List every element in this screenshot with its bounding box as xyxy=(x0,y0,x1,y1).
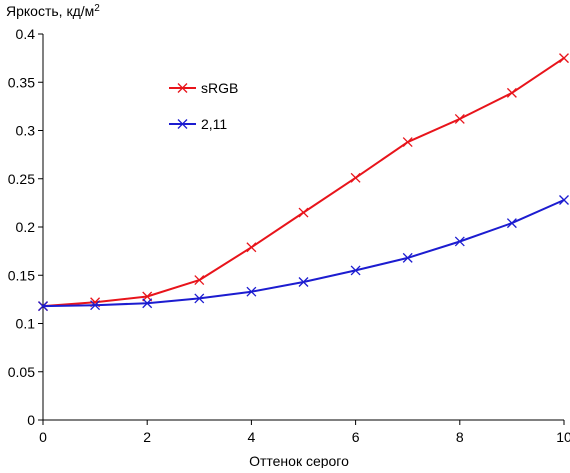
legend-item: sRGB xyxy=(169,80,238,96)
series-1-point xyxy=(454,113,465,124)
series-layer xyxy=(38,53,569,312)
y-tick-label: 0.3 xyxy=(16,123,36,139)
y-tick-label: 0.4 xyxy=(16,26,36,42)
series-2-point xyxy=(246,286,257,297)
y-tick-label: 0 xyxy=(27,412,35,428)
x-tick-label: 10 xyxy=(556,429,570,445)
series-2-point xyxy=(142,298,153,309)
series-1-point xyxy=(246,242,257,253)
x-tick-label: 0 xyxy=(39,429,47,445)
axes: 0 0.05 0.1 0.15 0.2 0.25 0.3 0.35 0.4 0 2 4 6 8 10 xyxy=(8,26,570,445)
legend-label: 2,11 xyxy=(201,116,227,132)
series-1-line xyxy=(42,57,565,308)
series-1-point xyxy=(350,172,361,183)
series-2-point xyxy=(38,301,48,312)
legend-label: sRGB xyxy=(201,80,238,96)
y-tick-label: 0.15 xyxy=(8,267,35,283)
y-axis-title: Яркость, кд/м2 xyxy=(6,3,100,19)
x-tick-label: 2 xyxy=(143,429,151,445)
series-2-point xyxy=(350,265,361,276)
y-axis-title-superscript: 2 xyxy=(94,3,100,14)
series-2-point xyxy=(454,236,465,247)
series-1-point xyxy=(506,87,517,98)
legend-marker xyxy=(177,119,188,129)
legend: sRGB 2,11 xyxy=(169,80,238,132)
series-1-point xyxy=(298,207,309,218)
series-1-point xyxy=(402,137,413,148)
y-tick-label: 0.35 xyxy=(8,74,35,90)
y-tick-label: 0.25 xyxy=(8,171,35,187)
series-2-point xyxy=(298,277,309,287)
legend-marker xyxy=(177,83,188,93)
series-2 xyxy=(38,195,569,312)
series-2-point xyxy=(559,195,569,205)
series-2-point xyxy=(402,252,413,263)
series-2-point xyxy=(194,293,205,304)
y-tick-label: 0.1 xyxy=(16,316,36,332)
series-2-point xyxy=(90,300,101,311)
x-tick-label: 4 xyxy=(248,429,256,445)
x-tick-label: 8 xyxy=(456,429,464,445)
series-2-line xyxy=(42,199,565,308)
y-axis-title-text: Яркость, кд/м xyxy=(6,3,94,19)
series-1 xyxy=(38,53,569,312)
x-tick-label: 6 xyxy=(352,429,360,445)
series-1-point xyxy=(559,53,569,64)
series-1-point xyxy=(194,275,205,286)
y-tick-label: 0.2 xyxy=(16,219,36,235)
series-2-point xyxy=(506,218,517,229)
x-axis-title: Оттенок серого xyxy=(249,453,349,468)
y-tick-label: 0.05 xyxy=(8,364,35,380)
legend-item: 2,11 xyxy=(169,116,227,132)
